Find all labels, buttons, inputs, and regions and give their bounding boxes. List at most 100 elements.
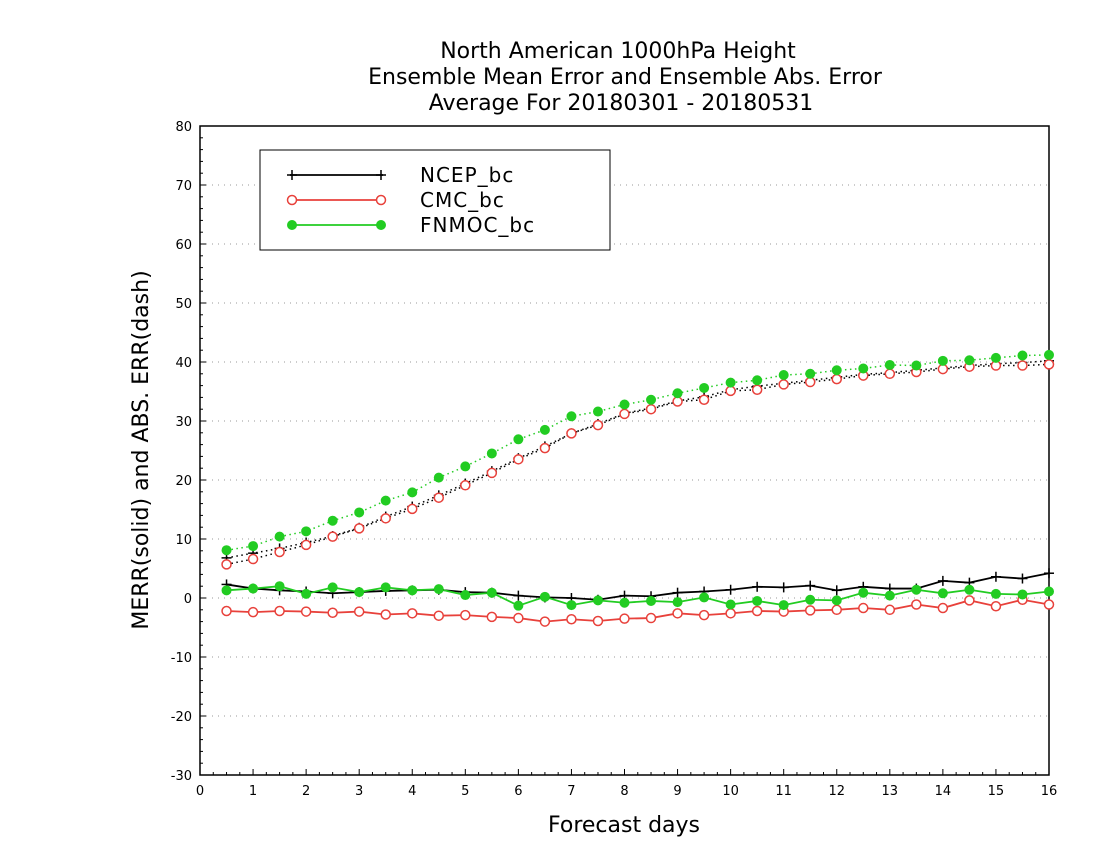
series-cmc-bc-merr-point <box>407 608 418 619</box>
series-cmc-bc-abs-err-point <box>300 539 312 551</box>
series-ncep-bc-abs-err-line <box>226 360 1050 559</box>
legend-cmc-bc-label: CMC_bc <box>420 188 505 212</box>
x-tick-label: 11 <box>775 784 792 799</box>
series-cmc-bc-abs-err-point <box>672 396 683 407</box>
series-cmc-bc-merr-point <box>672 608 683 619</box>
series-fnmoc-bc-merr-point <box>831 595 842 606</box>
x-tick-label: 4 <box>408 784 416 799</box>
series-cmc-bc-merr-point <box>539 616 551 627</box>
series-fnmoc-bc-abs-err-point <box>539 424 550 435</box>
series-fnmoc-bc-merr-point <box>1044 586 1054 597</box>
y-tick-label: 20 <box>175 474 192 489</box>
y-tick-label: 30 <box>175 415 192 430</box>
series-cmc-bc-merr-point <box>221 605 232 617</box>
series-cmc-bc-merr-point <box>858 602 869 614</box>
series-fnmoc-bc-abs-err-point <box>619 399 630 410</box>
x-tick-label: 8 <box>620 784 628 799</box>
series-fnmoc-bc-merr-point <box>592 595 603 606</box>
series-cmc-bc-merr-point <box>619 613 630 624</box>
series-cmc-bc-merr-point <box>380 609 391 620</box>
series-cmc-bc-merr-point <box>645 612 657 624</box>
series-cmc-bc-abs-err-point <box>274 546 285 558</box>
y-tick-label: -30 <box>171 769 192 784</box>
legend-cmc-bc-marker <box>286 194 298 206</box>
series-cmc-bc-abs-err-point <box>1043 359 1055 370</box>
series-fnmoc-bc-merr-point <box>486 587 497 598</box>
series-fnmoc-bc-merr-point <box>513 600 524 611</box>
series-cmc-bc-merr-point <box>911 599 922 610</box>
series-fnmoc-bc-merr-point <box>964 584 975 595</box>
series-fnmoc-bc-abs-err-line <box>226 354 1050 551</box>
series-cmc-bc-merr-point <box>751 605 763 617</box>
y-tick-label: 80 <box>175 120 192 135</box>
series-fnmoc-bc-merr-point <box>407 585 418 596</box>
series-fnmoc-bc-merr-point <box>301 588 312 599</box>
series-cmc-bc-merr-line <box>226 598 1050 623</box>
series-cmc-bc-abs-err-point <box>751 384 763 395</box>
series-cmc-bc-abs-err-point <box>486 467 498 479</box>
series-cmc-bc-abs-err-point <box>353 523 365 534</box>
series-fnmoc-bc-abs-err-point <box>725 377 736 388</box>
x-tick-label: 2 <box>302 784 310 799</box>
series-cmc-bc-merr-point <box>247 606 259 618</box>
series-fnmoc-bc-merr-point <box>274 581 285 592</box>
series-fnmoc-bc-abs-err-point <box>672 388 683 399</box>
series-cmc-bc-abs-err-point <box>725 385 736 397</box>
series-fnmoc-bc-abs-err-point <box>1044 349 1054 360</box>
legend-cmc-bc-marker <box>375 194 387 206</box>
series-fnmoc-bc-merr-point <box>805 594 816 605</box>
series-cmc-bc-merr-point <box>300 606 312 617</box>
legend-fnmoc-bc-marker <box>287 220 297 230</box>
series-cmc-bc-abs-err-point <box>698 394 710 406</box>
series-cmc-bc-abs-err-point <box>804 376 816 388</box>
series-fnmoc-bc-merr-point <box>699 592 710 603</box>
chart-title-line-3: Average For 20180301 - 20180531 <box>429 91 814 116</box>
series-layer <box>221 349 1055 627</box>
series-fnmoc-bc-abs-err-point <box>990 352 1001 363</box>
series-fnmoc-bc-abs-err-point <box>937 355 948 366</box>
x-tick-label: 9 <box>673 784 681 799</box>
series-fnmoc-bc-abs-err-point <box>831 365 842 376</box>
series-fnmoc-bc-abs-err-point <box>911 360 922 371</box>
series-cmc-bc-abs-err-point <box>831 373 842 385</box>
series-cmc-bc-abs-err-point <box>778 379 789 390</box>
series-cmc-bc-abs-err-point <box>539 442 551 454</box>
series-cmc-bc-merr-point <box>353 606 365 617</box>
x-tick-label: 13 <box>882 784 899 799</box>
series-fnmoc-bc-merr-point <box>725 599 736 610</box>
x-tick-label: 10 <box>722 784 739 799</box>
series-cmc-bc-merr-point <box>566 613 577 625</box>
series-cmc-bc-abs-err-point <box>566 428 577 439</box>
x-tick-label: 5 <box>461 784 469 799</box>
x-tick-label: 6 <box>514 784 522 799</box>
series-cmc-bc-merr-point <box>274 605 285 617</box>
series-cmc-bc-merr-point <box>327 607 338 618</box>
series-fnmoc-bc-merr-point <box>884 590 895 601</box>
series-fnmoc-bc-abs-err-point <box>354 507 365 518</box>
series-cmc-bc-merr-point <box>884 604 896 616</box>
chart-title: North American 1000hPa Height Ensemble M… <box>368 39 883 116</box>
y-tick-label: 70 <box>175 179 192 194</box>
series-fnmoc-bc-abs-err-point <box>778 369 789 380</box>
series-fnmoc-bc-abs-err-point <box>1017 350 1028 361</box>
y-tick-label: 40 <box>175 356 192 371</box>
y-tick-label: -10 <box>171 651 192 666</box>
series-ncep-bc-merr-line <box>226 572 1050 601</box>
x-tick-label: 0 <box>196 784 204 799</box>
y-tick-label: -20 <box>171 710 192 725</box>
series-fnmoc-bc-abs-err-point <box>433 472 444 483</box>
series-fnmoc-bc-abs-err-point <box>274 531 285 542</box>
series-fnmoc-bc-merr-point <box>911 584 922 595</box>
x-tick-label: 16 <box>1041 784 1058 799</box>
x-axis-label: Forecast days <box>548 813 700 838</box>
x-tick-label: 7 <box>567 784 575 799</box>
series-fnmoc-bc-abs-err-point <box>486 448 497 459</box>
series-cmc-bc-abs-err-line <box>226 363 1050 566</box>
series-cmc-bc-merr-point <box>1043 599 1055 610</box>
y-tick-label: 10 <box>175 533 192 548</box>
series-fnmoc-bc-abs-err-point <box>221 545 232 556</box>
chart-title-line-1: North American 1000hPa Height <box>440 39 796 64</box>
series-fnmoc-bc-abs-err-point <box>964 355 975 366</box>
x-tick-label: 15 <box>988 784 1005 799</box>
